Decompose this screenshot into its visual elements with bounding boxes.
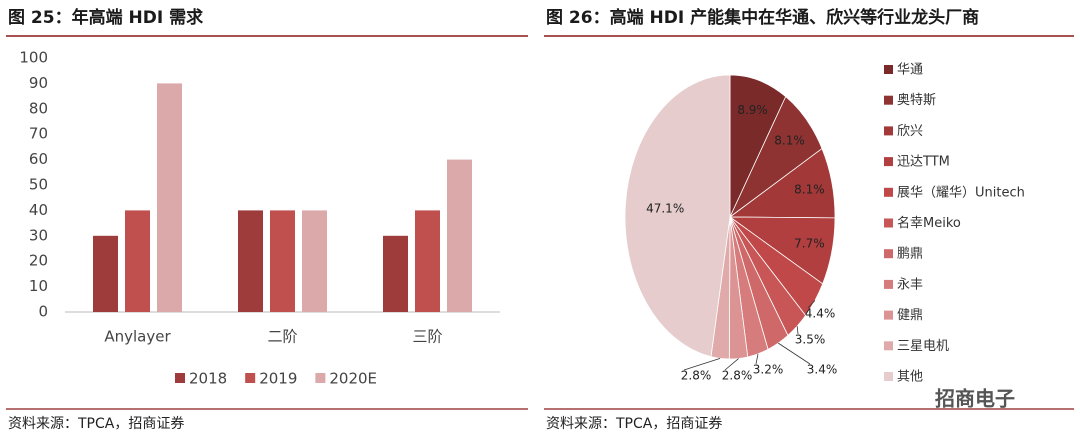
chart-title: 图 26：高端 HDI 产能集中在华通、欣兴等行业龙头厂商: [546, 7, 979, 28]
legend-label: 名幸Meiko: [897, 215, 961, 231]
data-label: 3.2%: [753, 363, 784, 377]
legend-label: 2018: [189, 370, 227, 388]
legend-swatch: [245, 373, 256, 383]
leader-line: [724, 358, 739, 371]
data-label: 4.4%: [805, 307, 836, 321]
y-tick-label: 0: [38, 303, 48, 321]
legend-swatch: [884, 341, 893, 351]
bar: [415, 210, 440, 312]
y-tick-label: 90: [29, 74, 48, 92]
x-tick-label: Anylayer: [104, 328, 171, 346]
data-label: 8.1%: [794, 182, 825, 196]
legend-label: 迅达TTM: [897, 155, 950, 170]
data-label: 47.1%: [646, 201, 684, 215]
y-tick-label: 100: [19, 49, 48, 67]
watermark: 招商电子: [935, 387, 1015, 411]
leader-line: [807, 300, 816, 309]
legend-label: 展华（耀华）Unitech: [897, 185, 1025, 200]
data-label: 2.8%: [722, 369, 753, 383]
leader-line: [796, 326, 799, 335]
bar: [125, 210, 150, 312]
bar: [270, 210, 295, 312]
legend-swatch: [884, 65, 893, 74]
y-tick-label: 40: [29, 201, 48, 219]
y-tick-label: 80: [29, 99, 48, 117]
data-label: 8.1%: [774, 133, 805, 147]
legend-label: 鹏鼎: [897, 247, 923, 262]
bar: [93, 235, 118, 312]
bar: [302, 210, 327, 312]
legend-label: 三星电机: [897, 339, 949, 354]
data-label: 7.7%: [794, 237, 825, 251]
bar: [238, 210, 263, 312]
legend-swatch: [884, 279, 893, 289]
legend-label: 永丰: [897, 277, 923, 292]
legend-swatch: [884, 187, 893, 197]
y-tick-label: 20: [29, 252, 48, 270]
legend-label: 华通: [897, 63, 923, 78]
legend-label: 健鼎: [897, 308, 923, 323]
pie-slice: [624, 74, 731, 358]
legend-swatch: [315, 373, 326, 383]
legend-swatch: [884, 249, 893, 259]
data-label: 2.8%: [681, 369, 712, 383]
x-tick-label: 二阶: [267, 328, 297, 346]
source: 资料来源：TPCA，招商证券: [8, 416, 184, 432]
legend-swatch: [175, 373, 185, 383]
y-tick-label: 70: [29, 125, 48, 143]
legend-label: 奥特斯: [897, 93, 936, 108]
legend-swatch: [884, 157, 893, 167]
bar: [383, 235, 408, 312]
y-tick-label: 30: [29, 226, 48, 244]
legend-label: 其他: [897, 370, 923, 385]
x-tick-label: 三阶: [412, 328, 442, 346]
legend-label: 2019: [259, 370, 297, 388]
legend-swatch: [884, 95, 893, 105]
legend-swatch: [884, 310, 893, 320]
y-tick-label: 10: [29, 277, 48, 295]
leader-line: [755, 353, 759, 365]
bar: [157, 83, 182, 313]
legend-label: 欣兴: [897, 124, 923, 139]
y-tick-label: 60: [29, 150, 48, 168]
source: 资料来源：TPCA，招商证券: [546, 416, 722, 432]
legend-swatch: [884, 372, 893, 381]
data-label: 3.4%: [807, 363, 838, 377]
chart-title: 图 25：年高端 HDI 需求: [8, 7, 203, 28]
data-label: 3.5%: [795, 333, 826, 347]
leader-line: [778, 342, 811, 365]
data-label: 8.9%: [737, 103, 768, 117]
legend-swatch: [884, 126, 893, 136]
y-tick-label: 50: [29, 176, 48, 194]
leader-line: [683, 357, 721, 371]
legend-label: 2020E: [329, 370, 377, 388]
legend-swatch: [884, 218, 893, 228]
bar: [447, 159, 472, 312]
